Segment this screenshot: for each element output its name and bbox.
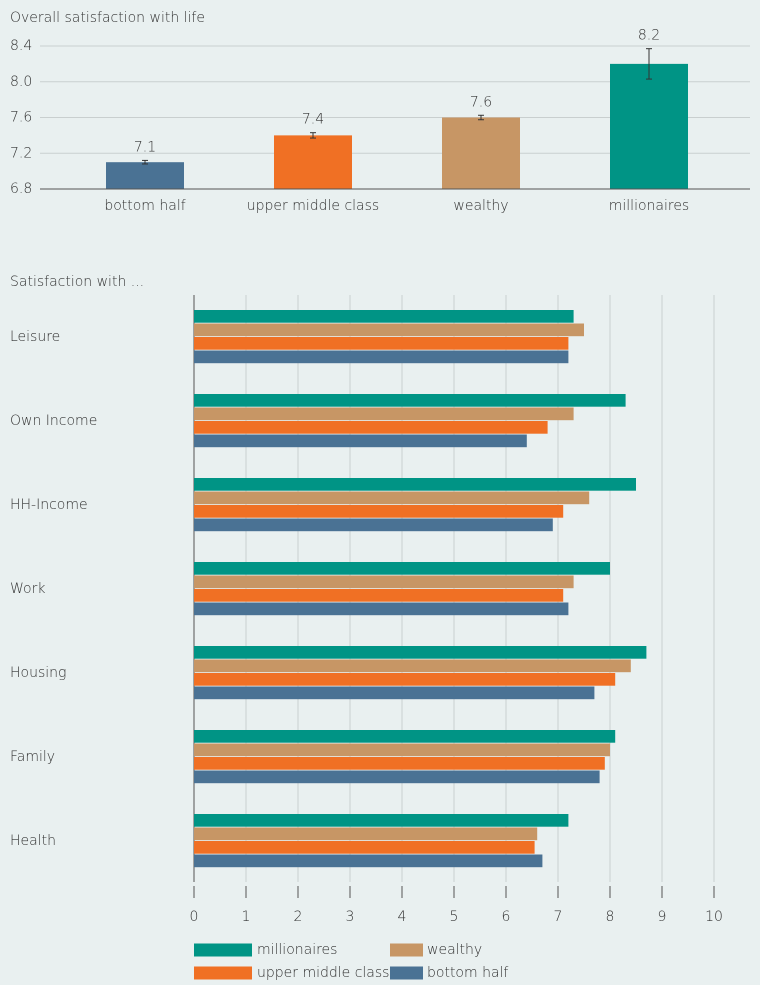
bar bbox=[194, 575, 574, 589]
y-tick-label: 8.4 bbox=[10, 38, 32, 54]
x-tick-label: 4 bbox=[398, 909, 407, 925]
bar bbox=[442, 117, 520, 189]
legend-swatch bbox=[390, 943, 423, 957]
y-tick-label: Family bbox=[10, 749, 55, 765]
bar bbox=[274, 135, 352, 189]
bar bbox=[194, 323, 584, 337]
x-tick-label: 5 bbox=[450, 909, 459, 925]
bar bbox=[194, 394, 626, 407]
x-tick-label: 6 bbox=[502, 909, 511, 925]
x-tick-label: bottom half bbox=[104, 198, 185, 214]
bar bbox=[194, 827, 538, 841]
legend-swatch bbox=[390, 966, 423, 980]
bar bbox=[194, 505, 564, 518]
chart-title: Satisfaction with ... bbox=[10, 274, 144, 290]
bar bbox=[194, 421, 548, 434]
bar bbox=[194, 562, 610, 575]
x-tick-label: wealthy bbox=[453, 198, 508, 214]
legend-label: wealthy bbox=[427, 942, 482, 958]
bar bbox=[106, 162, 184, 189]
legend-label: millionaires bbox=[257, 942, 337, 958]
y-tick-label: 7.2 bbox=[10, 145, 32, 161]
bar bbox=[194, 518, 553, 532]
x-tick-label: 10 bbox=[705, 909, 723, 925]
value-label: 7.1 bbox=[134, 139, 156, 155]
bar bbox=[194, 350, 569, 364]
bar bbox=[194, 478, 636, 491]
y-tick-label: Leisure bbox=[10, 329, 60, 345]
bar bbox=[194, 337, 569, 350]
x-tick-label: millionaires bbox=[609, 198, 689, 214]
bar bbox=[610, 63, 688, 189]
x-tick-label: 1 bbox=[242, 909, 251, 925]
legend-label: bottom half bbox=[427, 965, 508, 981]
bar bbox=[194, 743, 610, 757]
y-tick-label: 7.6 bbox=[10, 110, 32, 126]
value-label: 7.4 bbox=[302, 112, 324, 128]
x-tick-label: 2 bbox=[294, 909, 303, 925]
chart-title: Overall satisfaction with life bbox=[10, 10, 205, 26]
y-tick-label: HH-Income bbox=[10, 497, 88, 513]
bar bbox=[194, 730, 616, 743]
y-tick-label: Health bbox=[10, 833, 56, 849]
bar bbox=[194, 602, 569, 616]
bar bbox=[194, 814, 569, 827]
legend-swatch bbox=[194, 943, 252, 957]
bar bbox=[194, 659, 631, 673]
bar bbox=[194, 673, 616, 686]
bar bbox=[194, 770, 600, 784]
bar bbox=[194, 686, 595, 700]
x-tick-label: upper middle class bbox=[247, 198, 379, 214]
bar bbox=[194, 854, 543, 868]
value-label: 8.2 bbox=[638, 28, 660, 44]
x-tick-label: 0 bbox=[190, 909, 199, 925]
x-tick-label: 3 bbox=[346, 909, 355, 925]
bar bbox=[194, 757, 605, 770]
legend-swatch bbox=[194, 966, 252, 980]
x-tick-label: 9 bbox=[658, 909, 667, 925]
value-label: 7.6 bbox=[470, 94, 492, 110]
bar bbox=[194, 646, 647, 659]
bar bbox=[194, 491, 590, 505]
y-tick-label: Own Income bbox=[10, 413, 97, 429]
y-tick-label: Housing bbox=[10, 665, 66, 681]
bar bbox=[194, 434, 527, 448]
bar bbox=[194, 589, 564, 602]
bar bbox=[194, 407, 574, 421]
legend-label: upper middle class bbox=[257, 965, 389, 981]
y-tick-label: Work bbox=[10, 581, 45, 597]
x-tick-label: 8 bbox=[606, 909, 615, 925]
bar bbox=[194, 310, 574, 323]
y-tick-label: 8.0 bbox=[10, 74, 32, 90]
bar bbox=[194, 841, 535, 854]
y-tick-label: 6.8 bbox=[10, 181, 32, 197]
x-tick-label: 7 bbox=[554, 909, 563, 925]
